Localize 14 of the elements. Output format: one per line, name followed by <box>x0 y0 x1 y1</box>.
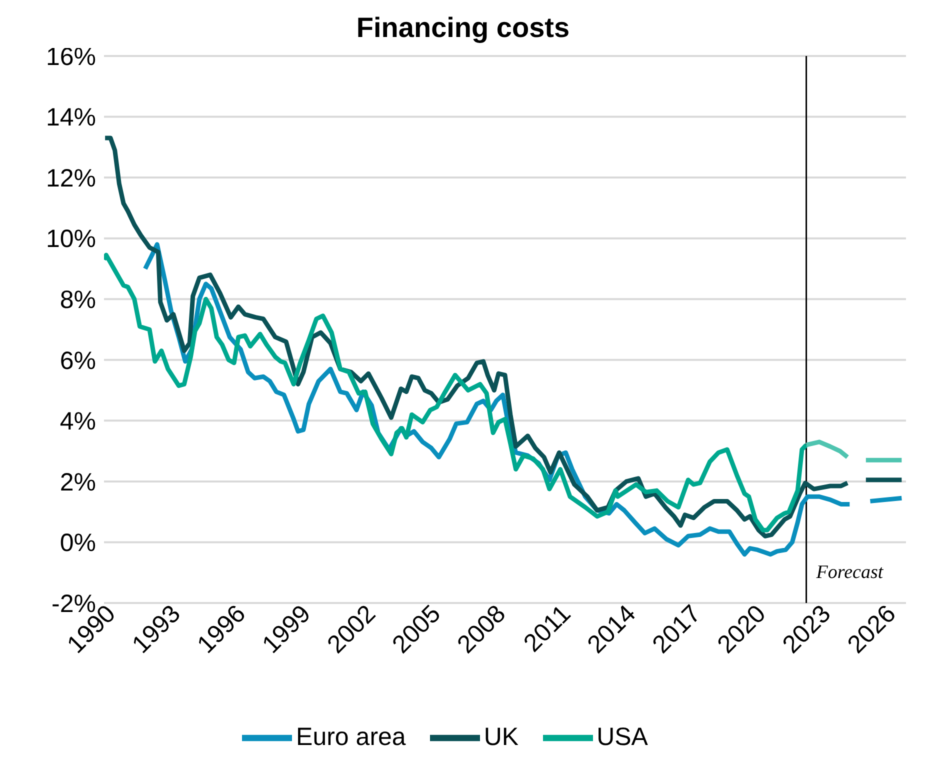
y-tick-label: 0% <box>60 529 96 558</box>
line-series <box>104 252 809 532</box>
legend-label: USA <box>596 722 648 751</box>
ref-line-label: Forecast <box>815 562 884 583</box>
legend-label: Euro area <box>296 722 406 751</box>
y-tick-label: 6% <box>60 346 96 375</box>
y-tick-label: 2% <box>60 468 96 496</box>
y-tick-label: 12% <box>46 164 96 192</box>
legend-label: UK <box>484 722 519 751</box>
y-tick-label: 14% <box>46 104 96 132</box>
y-tick-label: 8% <box>60 286 96 314</box>
chart-title: Financing costs <box>356 12 570 43</box>
y-tick-label: 10% <box>46 225 96 254</box>
y-tick-label: 4% <box>60 408 96 436</box>
